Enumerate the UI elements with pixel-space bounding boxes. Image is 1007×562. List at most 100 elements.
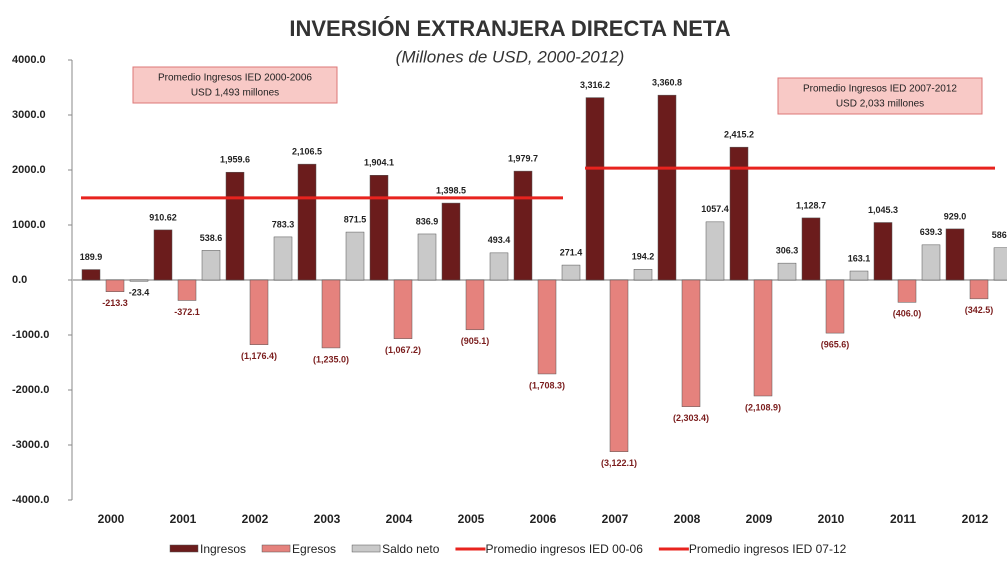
value-label: 910.62	[149, 212, 177, 222]
chart-title: INVERSIÓN EXTRANJERA DIRECTA NETA	[289, 16, 730, 41]
value-label: (1,176.4)	[241, 351, 277, 361]
y-tick-label: -3000.0	[12, 439, 49, 451]
legend-label: Egresos	[292, 542, 336, 556]
bar	[369, 175, 389, 281]
bar	[777, 262, 797, 281]
bar	[945, 228, 965, 281]
value-label: (342.5)	[965, 305, 994, 315]
x-tick-label: 2002	[242, 512, 269, 526]
value-label: 306.3	[776, 246, 799, 256]
value-label: 1057.4	[701, 204, 729, 214]
value-label: 2,415.2	[724, 130, 754, 140]
bar	[393, 279, 413, 339]
annotation-text: Promedio Ingresos IED 2007-2012	[803, 84, 957, 95]
legend-swatch	[261, 544, 291, 553]
value-label: (406.0)	[893, 309, 922, 319]
bar	[897, 279, 917, 303]
bar	[489, 252, 509, 281]
bar	[849, 270, 869, 281]
value-label: 1,959.6	[220, 155, 250, 165]
x-tick-label: 2000	[98, 512, 125, 526]
x-tick-label: 2009	[746, 512, 773, 526]
bar	[993, 247, 1007, 281]
x-tick-label: 2005	[458, 512, 485, 526]
value-label: (2,108.9)	[745, 402, 781, 412]
value-label: (1,235.0)	[313, 354, 349, 364]
value-label: 538.6	[200, 233, 223, 243]
value-label: (2,303.4)	[673, 413, 709, 423]
value-label: 194.2	[632, 252, 655, 262]
annotation-box	[777, 77, 983, 115]
legend-swatch	[351, 544, 381, 553]
bar	[753, 279, 773, 397]
legend-label: Saldo neto	[382, 542, 440, 556]
bar	[177, 279, 197, 301]
chart-subtitle: (Millones de USD, 2000-2012)	[396, 47, 625, 66]
bar	[585, 97, 605, 281]
x-tick-label: 2012	[962, 512, 989, 526]
value-label: 189.9	[80, 252, 103, 262]
y-tick-label: 3000.0	[12, 109, 46, 121]
value-label: 271.4	[560, 247, 583, 257]
bar	[273, 236, 293, 281]
annotation-text: USD 1,493 millones	[191, 88, 279, 99]
bar	[633, 269, 653, 281]
bar	[129, 279, 149, 282]
value-label: 1,979.7	[508, 153, 538, 163]
y-tick-label: 0.0	[12, 274, 27, 286]
x-tick-label: 2007	[602, 512, 629, 526]
y-tick-label: -4000.0	[12, 494, 49, 506]
bar	[609, 279, 629, 452]
y-tick-label: 1000.0	[12, 219, 46, 231]
bar	[561, 264, 581, 281]
legend-label: Ingresos	[200, 542, 246, 556]
value-label: 639.3	[920, 227, 943, 237]
bar	[969, 279, 989, 300]
value-label: (3,122.1)	[601, 458, 637, 468]
value-label: 1,128.7	[796, 200, 826, 210]
bar	[81, 269, 101, 281]
x-tick-label: 2010	[818, 512, 845, 526]
value-label: 1,045.3	[868, 205, 898, 215]
y-tick-label: 4000.0	[12, 54, 46, 66]
annotation-text: Promedio Ingresos IED 2000-2006	[158, 73, 312, 84]
bar	[657, 94, 677, 281]
bar	[441, 202, 461, 281]
value-label: 2,106.5	[292, 147, 322, 157]
annotation-box	[132, 66, 338, 104]
value-label: 836.9	[416, 216, 439, 226]
value-label: 3,316.2	[580, 80, 610, 90]
value-label: (965.6)	[821, 339, 850, 349]
value-label: 1,904.1	[364, 158, 394, 168]
value-label: (905.1)	[461, 336, 490, 346]
bar	[681, 279, 701, 407]
bar	[873, 222, 893, 281]
value-label: 783.3	[272, 219, 295, 229]
x-tick-label: 2011	[890, 512, 916, 526]
value-label: (1,708.3)	[529, 380, 565, 390]
value-label: 871.5	[344, 214, 367, 224]
x-tick-label: 2004	[386, 512, 413, 526]
y-tick-label: -2000.0	[12, 384, 49, 396]
value-label: -213.3	[102, 298, 128, 308]
bar	[513, 170, 533, 281]
x-tick-label: 2006	[530, 512, 557, 526]
value-label: 586.5	[992, 230, 1007, 240]
x-tick-label: 2008	[674, 512, 701, 526]
bar	[321, 279, 341, 349]
value-label: 493.4	[488, 235, 511, 245]
bar	[225, 171, 245, 281]
y-tick-label: 2000.0	[12, 164, 46, 176]
bar	[825, 279, 845, 334]
bar	[345, 231, 365, 281]
bar	[705, 221, 725, 281]
value-label: 163.1	[848, 253, 871, 263]
legend-swatch	[169, 544, 199, 553]
value-label: 1,398.5	[436, 185, 466, 195]
value-label: (1,067.2)	[385, 345, 421, 355]
bar	[153, 229, 173, 281]
x-tick-label: 2001	[170, 512, 197, 526]
bar	[465, 279, 485, 331]
annotation-text: USD 2,033 millones	[836, 99, 924, 110]
value-label: -23.4	[129, 288, 150, 298]
